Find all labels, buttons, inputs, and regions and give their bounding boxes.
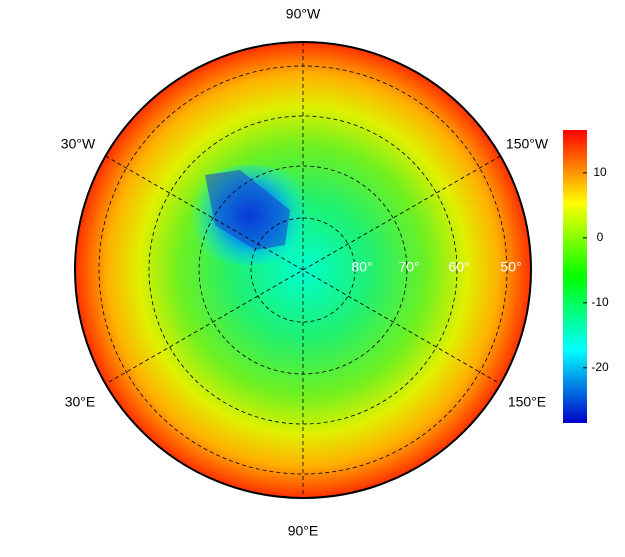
map-border [74,41,532,499]
lon-label: 90°E [288,523,319,539]
latitude-circle [250,217,356,323]
graticule [98,42,508,498]
lon-label: 150°E [508,394,546,410]
meridian [105,155,501,385]
colorbar-tick-label: -10 [591,295,609,309]
colorbar-tick-label: 10 [593,165,607,179]
lat-label: 80° [351,259,372,275]
colorbar-tick-label: 0 [597,230,604,244]
lon-label: 150°W [506,136,549,152]
colorbar [563,130,587,423]
colorbar-tick-label: -20 [591,360,609,374]
lat-label: 50° [500,259,521,275]
lat-label: 60° [448,259,469,275]
lon-label: 30°W [61,136,96,152]
lon-label: 30°E [65,394,96,410]
lat-label: 70° [398,259,419,275]
lon-label: 90°W [286,6,321,22]
